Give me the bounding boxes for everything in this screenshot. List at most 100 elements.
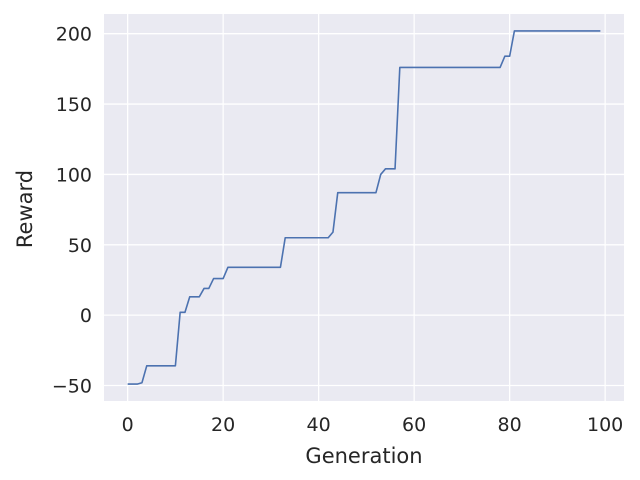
- data-point: [509, 55, 511, 57]
- data-point: [518, 30, 520, 32]
- data-point: [318, 237, 320, 239]
- data-point: [160, 365, 162, 367]
- data-point: [198, 296, 200, 298]
- data-point: [432, 66, 434, 68]
- data-point: [165, 365, 167, 367]
- data-point: [423, 66, 425, 68]
- data-point: [275, 266, 277, 268]
- y-tick-label: −50: [52, 376, 92, 398]
- reward-line: [127, 30, 601, 385]
- data-point: [151, 365, 153, 367]
- data-point: [289, 237, 291, 239]
- data-point: [566, 30, 568, 32]
- x-tick-label: 80: [498, 414, 522, 436]
- data-point: [217, 278, 219, 280]
- data-point: [575, 30, 577, 32]
- data-point: [552, 30, 554, 32]
- x-tick-label: 0: [122, 414, 134, 436]
- data-point: [413, 66, 415, 68]
- data-point: [351, 192, 353, 194]
- data-point: [380, 173, 382, 175]
- data-point: [141, 382, 143, 384]
- data-point: [270, 266, 272, 268]
- x-tick-label: 60: [402, 414, 426, 436]
- data-point: [260, 266, 262, 268]
- data-point: [447, 66, 449, 68]
- data-point: [337, 192, 339, 194]
- data-point: [418, 66, 420, 68]
- data-point: [279, 266, 281, 268]
- data-point: [523, 30, 525, 32]
- data-point: [131, 383, 133, 385]
- data-point: [346, 192, 348, 194]
- y-axis-title: Reward: [13, 170, 37, 248]
- data-point: [389, 168, 391, 170]
- data-point: [222, 278, 224, 280]
- x-tick-label: 40: [307, 414, 331, 436]
- data-point: [322, 237, 324, 239]
- data-point: [437, 66, 439, 68]
- data-point: [332, 231, 334, 233]
- y-tick-labels: −50 0 50 100 150 200: [52, 24, 92, 398]
- y-gridlines: [104, 33, 624, 387]
- data-point: [136, 383, 138, 385]
- data-point: [590, 30, 592, 32]
- data-point: [427, 66, 429, 68]
- data-point: [595, 30, 597, 32]
- data-point: [203, 287, 205, 289]
- data-point: [537, 30, 539, 32]
- data-point: [174, 365, 176, 367]
- data-point: [556, 30, 558, 32]
- plot-background: [104, 14, 624, 401]
- data-point: [480, 66, 482, 68]
- x-gridlines: [126, 14, 606, 401]
- data-point: [236, 266, 238, 268]
- data-point: [155, 365, 157, 367]
- y-tick-label: 50: [68, 235, 92, 257]
- data-point: [533, 30, 535, 32]
- y-tick-label: 200: [56, 24, 92, 46]
- data-point: [528, 30, 530, 32]
- data-point: [404, 66, 406, 68]
- data-point: [490, 66, 492, 68]
- data-point: [227, 266, 229, 268]
- data-point: [308, 237, 310, 239]
- data-point: [571, 30, 573, 32]
- data-point: [504, 55, 506, 57]
- data-point: [384, 168, 386, 170]
- data-point: [299, 237, 301, 239]
- data-point: [513, 30, 515, 32]
- data-point: [580, 30, 582, 32]
- data-point: [485, 66, 487, 68]
- data-point: [213, 278, 215, 280]
- y-tick-label: 0: [80, 305, 92, 327]
- data-point: [399, 66, 401, 68]
- data-point: [394, 168, 396, 170]
- data-point: [146, 365, 148, 367]
- data-point: [127, 383, 129, 385]
- data-point: [585, 30, 587, 32]
- data-point: [327, 237, 329, 239]
- y-tick-label: 100: [56, 164, 92, 186]
- data-point: [232, 266, 234, 268]
- data-point: [494, 66, 496, 68]
- data-point: [370, 192, 372, 194]
- data-point: [284, 237, 286, 239]
- data-point: [342, 192, 344, 194]
- x-tick-labels: 0 20 40 60 80 100: [122, 414, 624, 436]
- data-point: [466, 66, 468, 68]
- data-point: [184, 311, 186, 313]
- data-point: [442, 66, 444, 68]
- data-point: [361, 192, 363, 194]
- data-point: [365, 192, 367, 194]
- x-axis-title: Generation: [305, 444, 422, 468]
- data-point: [313, 237, 315, 239]
- data-point: [375, 192, 377, 194]
- data-point: [561, 30, 563, 32]
- data-point: [208, 287, 210, 289]
- data-point: [303, 237, 305, 239]
- data-point: [294, 237, 296, 239]
- data-point: [251, 266, 253, 268]
- data-point: [189, 296, 191, 298]
